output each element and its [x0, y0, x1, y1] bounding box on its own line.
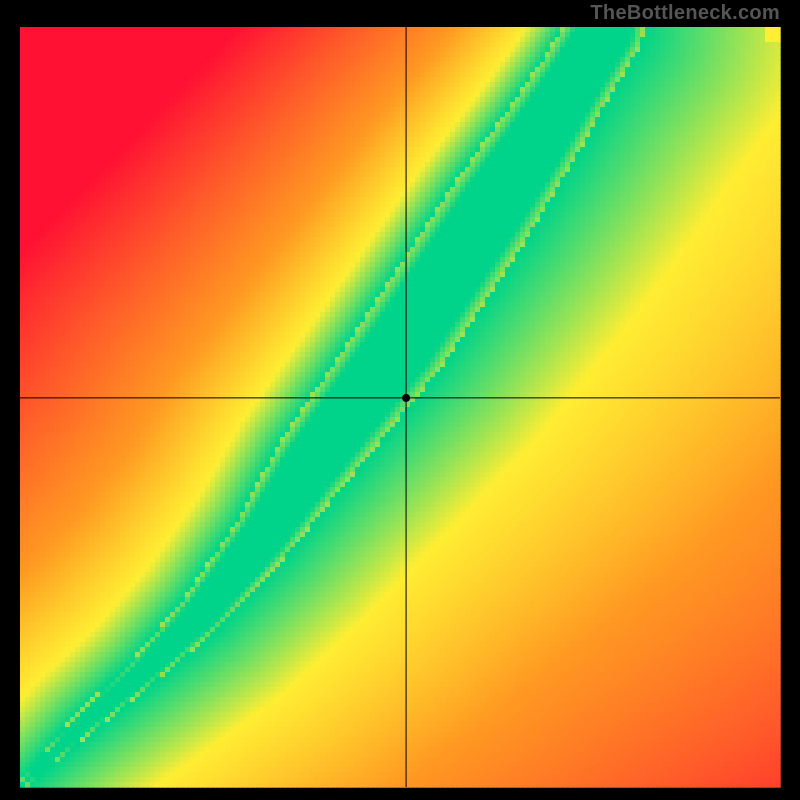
chart-container: TheBottleneck.com: [0, 0, 800, 800]
heatmap-cells: [20, 27, 781, 788]
heatmap-plot: [0, 0, 800, 800]
watermark-text: TheBottleneck.com: [590, 2, 780, 25]
marker-dot: [402, 394, 410, 402]
